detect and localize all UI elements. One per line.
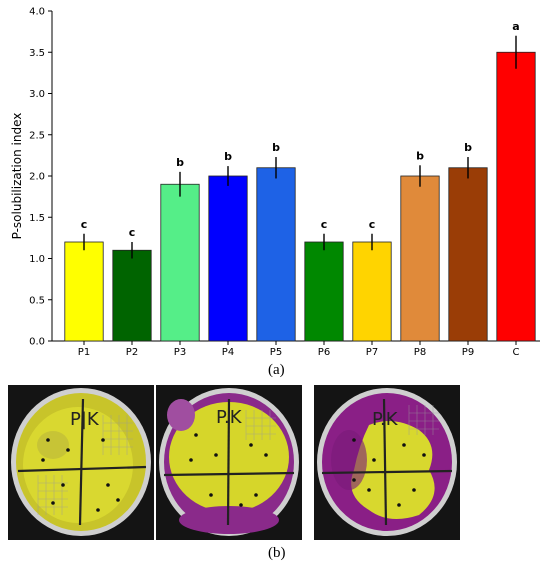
bar [400,175,440,342]
y-tick-label: 3.5 [29,48,45,59]
y-axis-title: P-solubilization index [10,113,24,240]
plate-2-label: P.K [216,407,243,428]
significance-label: c [81,218,88,231]
plate-1-label: P|K [70,409,100,430]
x-tick-label: C [513,347,520,358]
y-tick-label: 2.0 [29,172,45,183]
significance-label: c [321,218,328,231]
significance-label: b [224,150,232,163]
x-tick-label: P6 [318,347,330,358]
bar-chart: 0.0 0.5 1.0 1.5 2.0 2.5 3.0 3.5 4.0 P-solubilizat… [10,7,540,358]
petri-plate-3: P.K [314,385,460,540]
y-tick-label: 2.5 [29,130,45,141]
petri-plate-2: P.K [156,385,302,540]
bar [352,241,392,342]
significance-label: b [272,141,280,154]
significance-label: c [129,226,136,239]
y-tick-label: 4.0 [29,7,45,18]
x-tick-label: P9 [462,347,474,358]
y-tick-label: 1.5 [29,213,45,224]
significance-label: b [176,156,184,169]
significance-label: b [464,141,472,154]
bar [208,175,248,342]
bar [256,167,296,342]
bar [304,241,344,342]
significance-label: a [512,20,519,33]
x-tick-label: P8 [414,347,426,358]
x-tick-label: P4 [222,347,234,358]
y-tick-label: 3.0 [29,89,45,100]
y-tick-label: 0.5 [29,295,45,306]
panel-a-caption: (a) [268,362,285,378]
bar [112,249,152,342]
bar [448,167,488,342]
significance-label: b [416,149,424,162]
plate-3-label: P.K [372,409,399,430]
petri-plate-1: P|K [8,385,154,540]
significance-label: c [369,218,376,231]
y-tick-label: 1.0 [29,254,45,265]
x-tick-label: P1 [78,347,90,358]
x-tick-label: P2 [126,347,138,358]
x-tick-label: P7 [366,347,378,358]
bar [64,241,104,342]
x-tick-label: P5 [270,347,282,358]
x-tick-label: P3 [174,347,186,358]
bar [496,51,536,342]
panel-b-caption: (b) [268,545,286,561]
y-tick-label: 0.0 [29,337,45,348]
bar [160,183,200,342]
